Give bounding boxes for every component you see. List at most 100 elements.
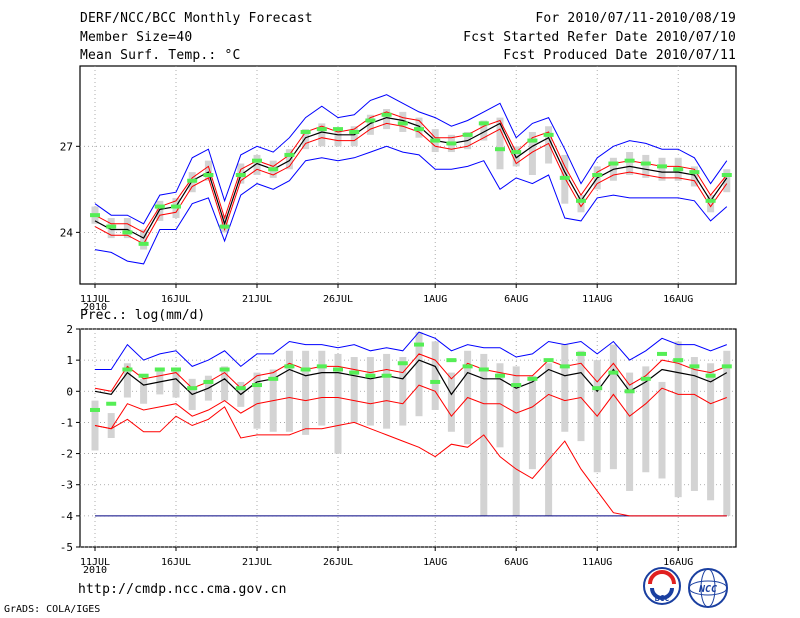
precipitation-forecast-marker [138, 373, 149, 378]
temperature-forecast-marker [284, 152, 295, 157]
precipitation-forecast-marker [705, 373, 716, 378]
temperature-spread-box [690, 166, 698, 187]
temperature-ensemble-minimum-line [94, 145, 728, 265]
precipitation-year-label: 2010 [83, 565, 107, 576]
temperature-spread-box [577, 195, 585, 213]
precipitation-xtick-label: 16AUG [663, 557, 693, 568]
precipitation-xtick-label: 11JUL [80, 557, 110, 568]
precipitation-forecast-marker [624, 389, 635, 394]
temperature-forecast-marker [219, 224, 230, 229]
precipitation-lower-spread-line [94, 384, 727, 430]
temperature-lower-spread-line [94, 122, 728, 245]
temperature-forecast-marker [624, 158, 635, 163]
forecast-period-label: For 2010/07/11-2010/08/19 [535, 11, 736, 26]
source-url: http://cmdp.ncc.cma.gov.cn [78, 582, 287, 597]
precipitation-spread-box [318, 350, 326, 426]
temperature-forecast-marker [122, 230, 133, 235]
precipitation-spread-box [140, 378, 148, 404]
precipitation-spread-box [609, 344, 617, 470]
precipitation-ytick-label: -3 [60, 479, 73, 492]
precipitation-forecast-marker [316, 364, 327, 369]
precipitation-forecast-marker [90, 407, 100, 412]
temperature-forecast-marker [138, 241, 149, 246]
temperature-spread-box [642, 154, 650, 178]
precipitation-upper-spread-line [94, 353, 727, 392]
temperature-xtick-label: 1AUG [423, 294, 447, 305]
precipitation-forecast-marker [657, 351, 667, 356]
precipitation-ensemble-minimum-line [94, 406, 727, 517]
precipitation-ytick-label: -5 [60, 541, 73, 554]
precipitation-forecast-marker [268, 376, 279, 381]
precipitation-spread-box [626, 372, 634, 491]
precipitation-spread-box [350, 357, 358, 423]
precipitation-spread-box [123, 363, 131, 398]
precipitation-spread-box [366, 357, 374, 426]
temperature-forecast-marker [478, 121, 489, 126]
temperature-spread-box [528, 131, 536, 175]
temperature-forecast-marker [187, 178, 198, 183]
precipitation-forecast-marker [446, 358, 457, 363]
precipitation-spread-box [302, 350, 310, 435]
precipitation-spread-box [642, 366, 650, 473]
precipitation-ensemble-mean-line [94, 359, 728, 396]
temperature-forecast-marker [300, 129, 311, 134]
precipitation-plot-frame [79, 328, 737, 548]
precipitation-forecast-marker [284, 364, 295, 369]
temperature-spread-box [334, 129, 342, 147]
temperature-forecast-marker [349, 129, 360, 134]
temperature-forecast-marker [721, 173, 732, 177]
precipitation-forecast-marker [154, 367, 165, 372]
temperature-forecast-marker [657, 164, 667, 169]
temperature-spread-box [140, 229, 148, 250]
temperature-forecast-marker [608, 161, 619, 166]
temperature-forecast-marker [203, 173, 214, 177]
precipitation-spread-box [496, 363, 504, 448]
precipitation-panel-title: Prec.: log(mm/d) [80, 308, 205, 323]
temperature-forecast-marker [543, 132, 554, 137]
precipitation-spread-box [107, 413, 115, 438]
precipitation-ytick-label: 2 [66, 323, 73, 336]
temperature-forecast-marker [171, 204, 181, 209]
precipitation-spread-box [674, 341, 682, 498]
precipitation-forecast-marker [430, 379, 441, 384]
produced-date-label: Fcst Produced Date 2010/07/11 [503, 48, 736, 63]
temperature-forecast-marker [106, 224, 117, 229]
temperature-forecast-marker [154, 204, 165, 209]
precipitation-spread-box [415, 332, 423, 417]
temperature-forecast-marker [495, 147, 505, 152]
precipitation-forecast-marker [511, 383, 522, 388]
temperature-forecast-marker [462, 132, 473, 137]
temperature-forecast-marker [446, 141, 457, 146]
temperature-spread-box [156, 200, 164, 221]
precipitation-spread-box [172, 369, 180, 398]
start-refer-date-label: Fcst Started Refer Date 2010/07/10 [463, 30, 736, 45]
precipitation-forecast-marker [414, 342, 424, 347]
precipitation-forecast-marker [592, 386, 603, 391]
temperature-forecast-marker [430, 138, 441, 143]
precipitation-xtick-label: 16JUL [161, 557, 191, 568]
temperature-xtick-label: 11JUL [80, 294, 110, 305]
temperature-ytick-label: 24 [60, 226, 74, 239]
precipitation-forecast-marker [381, 373, 392, 378]
precipitation-spread-box [577, 350, 585, 442]
temperature-spread-box [626, 152, 634, 175]
precipitation-spread-box [253, 372, 261, 429]
temperature-forecast-marker [414, 127, 424, 132]
precipitation-forecast-marker [252, 383, 262, 388]
temperature-forecast-marker [527, 138, 538, 143]
temperature-ensemble-maximum-line [94, 94, 728, 225]
temperature-spread-box [366, 114, 374, 135]
temperature-spread-box [658, 157, 666, 181]
precipitation-forecast-marker [721, 364, 732, 369]
temperature-spread-box [707, 195, 715, 213]
temperature-forecast-marker [511, 150, 522, 155]
precipitation-forecast-marker [300, 367, 311, 372]
temperature-forecast-marker [252, 158, 262, 163]
chart-title: DERF/NCC/BCC Monthly Forecast [80, 11, 313, 26]
temperature-spread-box [496, 117, 504, 170]
precipitation-spread-box [723, 350, 731, 516]
temperature-forecast-marker [576, 198, 586, 203]
precipitation-forecast-marker [543, 358, 554, 363]
